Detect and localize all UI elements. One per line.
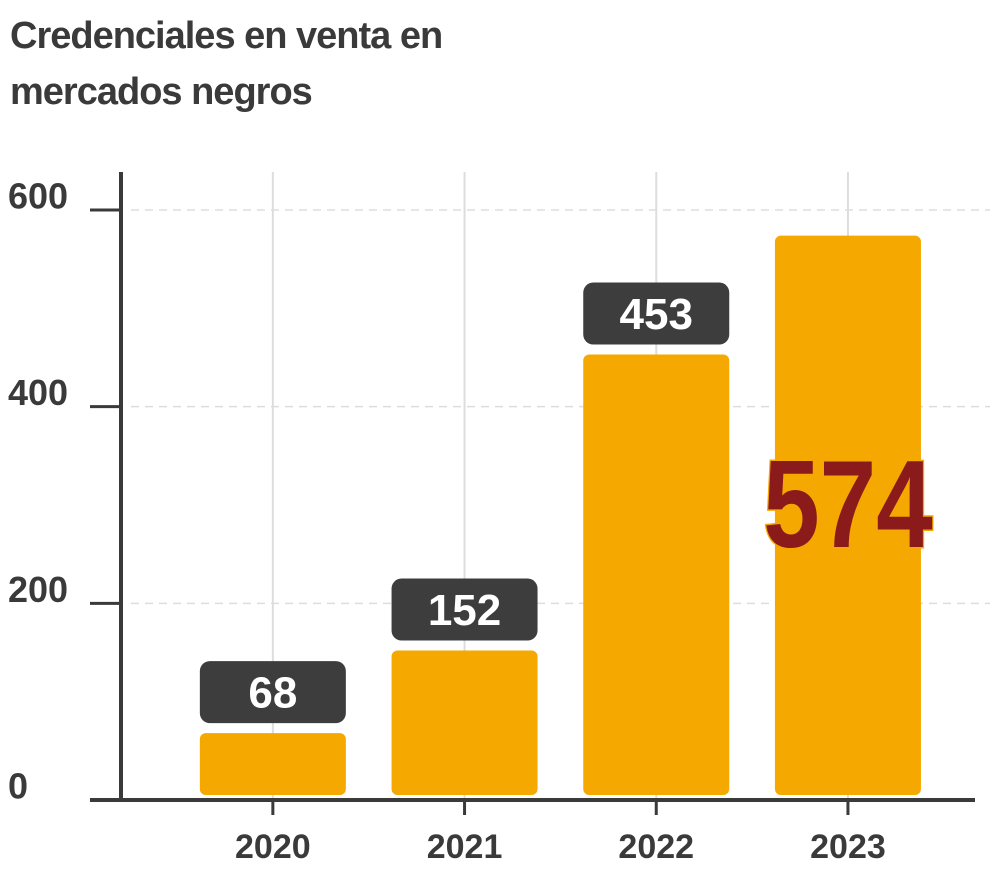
value-label-box bbox=[391, 578, 538, 641]
value-label-highlight: 574 bbox=[763, 436, 933, 575]
x-tick-label: 2022 bbox=[618, 828, 694, 866]
bar bbox=[391, 650, 538, 795]
x-tick-label: 2020 bbox=[235, 828, 311, 866]
y-tick-label: 200 bbox=[8, 569, 68, 610]
y-tick-label: 0 bbox=[8, 766, 28, 807]
y-tick-label: 400 bbox=[8, 372, 68, 413]
bar bbox=[199, 733, 346, 795]
value-label-box bbox=[199, 661, 346, 724]
bar bbox=[583, 354, 730, 795]
y-tick-label: 600 bbox=[8, 176, 68, 217]
bar bbox=[774, 235, 921, 796]
value-label-box bbox=[583, 282, 730, 345]
value-label: 453 bbox=[620, 290, 693, 339]
x-tick-label: 2021 bbox=[427, 828, 503, 866]
chart-title: Credenciales en venta en mercados negros bbox=[10, 15, 443, 113]
x-tick-label: 2023 bbox=[810, 828, 886, 866]
value-label: 152 bbox=[428, 586, 501, 635]
value-label: 68 bbox=[248, 669, 297, 718]
